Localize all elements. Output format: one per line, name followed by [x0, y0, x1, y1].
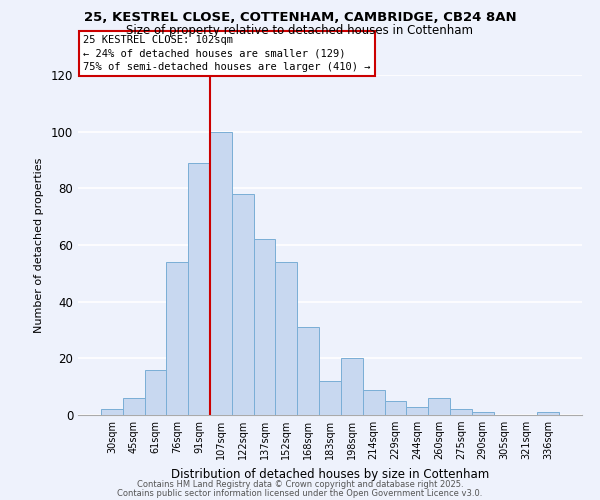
Text: 25, KESTREL CLOSE, COTTENHAM, CAMBRIDGE, CB24 8AN: 25, KESTREL CLOSE, COTTENHAM, CAMBRIDGE,…: [83, 11, 517, 24]
Bar: [101, 410, 123, 415]
X-axis label: Distribution of detached houses by size in Cottenham: Distribution of detached houses by size …: [171, 468, 489, 480]
Bar: [406, 406, 428, 415]
Text: Size of property relative to detached houses in Cottenham: Size of property relative to detached ho…: [127, 24, 473, 37]
Text: 25 KESTREL CLOSE: 102sqm
← 24% of detached houses are smaller (129)
75% of semi-: 25 KESTREL CLOSE: 102sqm ← 24% of detach…: [83, 35, 371, 72]
Bar: [450, 410, 472, 415]
Text: Contains public sector information licensed under the Open Government Licence v3: Contains public sector information licen…: [118, 488, 482, 498]
Bar: [363, 390, 385, 415]
Bar: [537, 412, 559, 415]
Bar: [319, 381, 341, 415]
Bar: [232, 194, 254, 415]
Bar: [428, 398, 450, 415]
Y-axis label: Number of detached properties: Number of detached properties: [34, 158, 44, 332]
Bar: [254, 240, 275, 415]
Bar: [341, 358, 363, 415]
Bar: [210, 132, 232, 415]
Bar: [472, 412, 494, 415]
Bar: [145, 370, 166, 415]
Bar: [297, 327, 319, 415]
Bar: [275, 262, 297, 415]
Bar: [188, 163, 210, 415]
Bar: [166, 262, 188, 415]
Bar: [385, 401, 406, 415]
Text: Contains HM Land Registry data © Crown copyright and database right 2025.: Contains HM Land Registry data © Crown c…: [137, 480, 463, 489]
Bar: [123, 398, 145, 415]
